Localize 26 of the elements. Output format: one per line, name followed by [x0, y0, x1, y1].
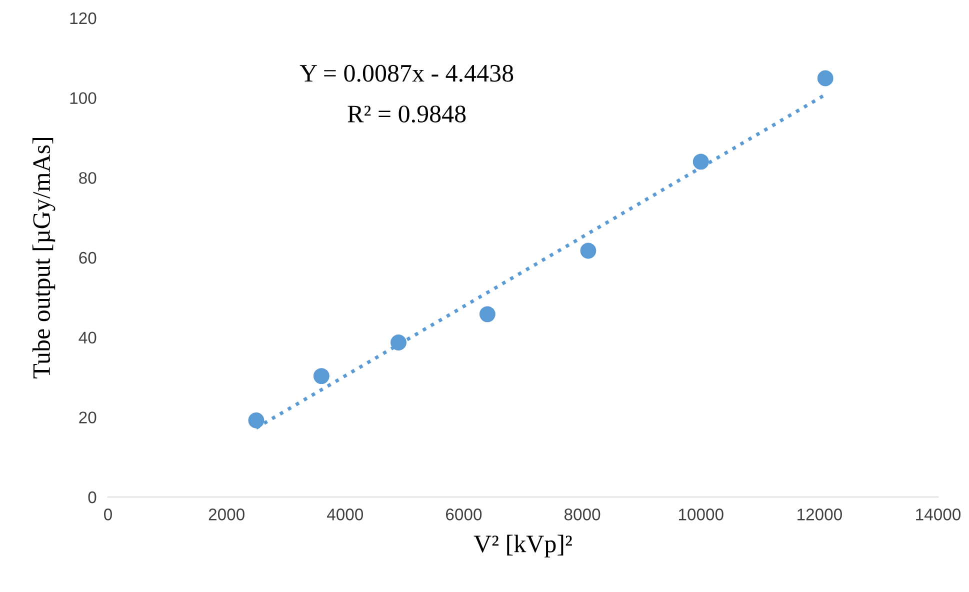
x-tick-label: 4000: [326, 508, 364, 520]
y-tick-label: 0: [88, 491, 96, 504]
x-tick-label: 10000: [678, 508, 724, 520]
point: [248, 412, 264, 428]
y-tick-label: 100: [70, 92, 96, 104]
point: [313, 368, 330, 384]
point: [817, 70, 834, 86]
x-tick-label: 6000: [446, 508, 482, 520]
annotation: R² = 0.9848: [348, 106, 466, 123]
x-tick-label: 0: [104, 508, 112, 520]
y-tick-label: 80: [79, 172, 96, 184]
x-tick-label: 12000: [798, 508, 842, 520]
point: [479, 306, 496, 322]
x-tick-label: 2000: [208, 508, 244, 520]
point: [692, 154, 709, 170]
y-tick-label: 40: [78, 332, 96, 344]
point: [390, 334, 406, 350]
x-tick-label: 8000: [564, 508, 600, 520]
x-tick-label: 14000: [916, 508, 961, 520]
x-axis-title: V² [kVp]²: [474, 534, 572, 558]
y-tick-label: 20: [79, 412, 96, 424]
point: [580, 242, 596, 259]
annotation: Y = 0.0087x - 4.4438: [300, 64, 514, 82]
y-tick-label: 60: [79, 252, 96, 264]
y-axis-title: Tube output [µGy/mAs]: [32, 138, 56, 378]
y-tick-label: 120: [70, 12, 96, 24]
